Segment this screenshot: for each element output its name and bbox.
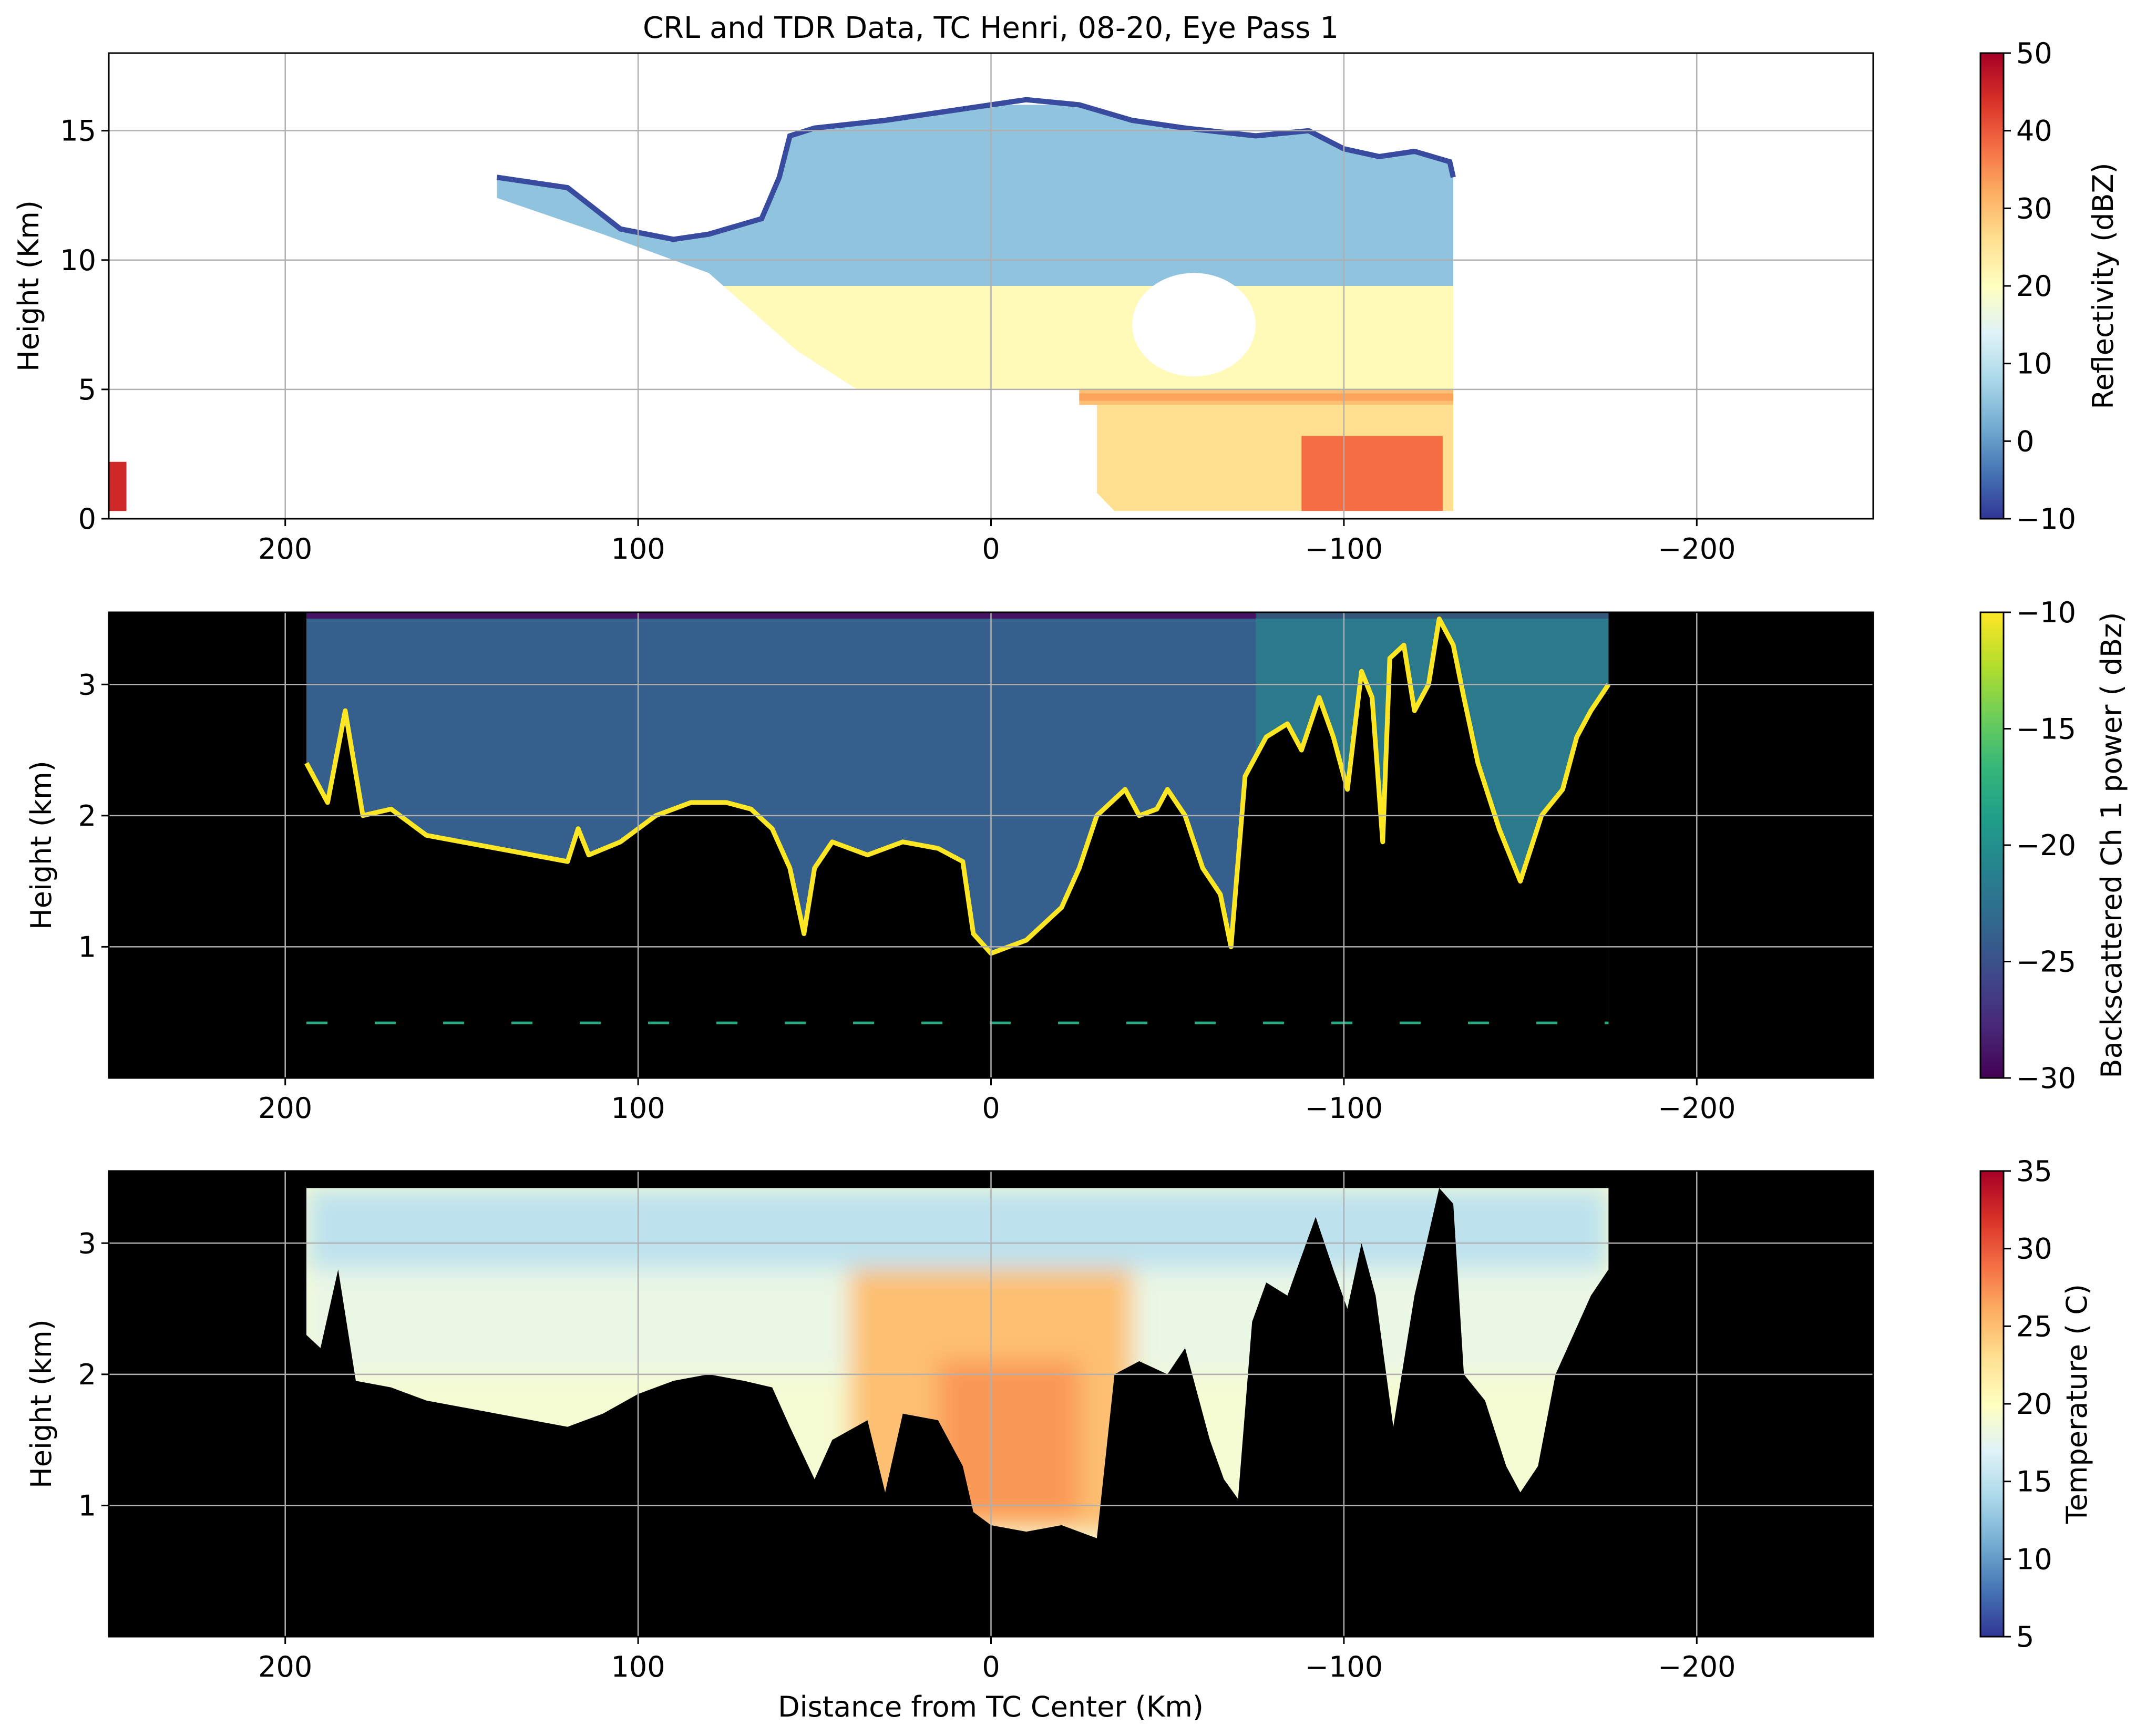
x-tick-label: 0 xyxy=(982,1650,1000,1683)
reflectivity-colorbar-label: Reflectivity (dBZ) xyxy=(2087,162,2120,409)
x-tick-label: 0 xyxy=(982,1092,1000,1125)
reflectivity-region-cell-near-240-km xyxy=(109,461,127,511)
colorbar-tick-label: −15 xyxy=(2016,713,2076,746)
y-tick-label: 1 xyxy=(78,1489,96,1522)
y-tick-label: 1 xyxy=(78,930,96,963)
temperature-colorbar: 5 10 15 20 25 30 35 Temperature ( C) xyxy=(1979,1155,2093,1653)
x-tick-label: 100 xyxy=(611,532,665,566)
colorbar-tick-label: 35 xyxy=(2016,1155,2052,1188)
backscatter-colorbar: −30 −25 −20 −15 −10 Backscattered Ch 1 power… xyxy=(1979,596,2128,1095)
temperature-region-upper-layer xyxy=(306,1188,1609,1270)
colorbar-tick-label: 20 xyxy=(2016,1388,2052,1421)
y-tick-label: 5 xyxy=(78,373,96,406)
colorbar-tick-label: 10 xyxy=(2016,347,2052,381)
backscatter-axes: 200 100 0 −100 −200 1 2 3 xyxy=(78,668,1736,1125)
reflectivity-y-axis-label: Height (Km) xyxy=(12,200,45,372)
y-tick-label: 2 xyxy=(78,799,96,833)
backscatter-colorbar-label: Backscattered Ch 1 power ( dBz) xyxy=(2095,612,2128,1078)
backscatter-colorbar-ticks: −30 −25 −20 −15 −10 xyxy=(2004,596,2076,1095)
reflectivity-axes: 200 100 0 −100 −200 0 5 10 15 xyxy=(60,115,1735,566)
colorbar-tick-label: 30 xyxy=(2016,1232,2052,1266)
backscatter-y-axis-label: Height (km) xyxy=(25,761,58,930)
x-tick-label: 200 xyxy=(258,532,312,566)
colorbar-tick-label: 40 xyxy=(2016,115,2052,148)
reflectivity-colorbar: −10 0 10 20 30 40 50 Reflectivity (dBZ) xyxy=(1979,37,2120,536)
backscatter-panel: 200 100 0 −100 −200 1 2 3 Height (km) xyxy=(25,611,1874,1125)
x-tick-label: 0 xyxy=(982,532,1000,566)
x-axis-label: Distance from TC Center (Km) xyxy=(778,1690,1204,1723)
colorbar-tick-label: 25 xyxy=(2016,1310,2052,1343)
x-tick-label: 200 xyxy=(258,1092,312,1125)
temperature-colorbar-ticks: 5 10 15 20 25 30 35 xyxy=(2004,1155,2052,1653)
backscatter-heatmap xyxy=(304,612,1611,1078)
attenuated-below-cloud xyxy=(306,619,1609,1078)
figure-title: CRL and TDR Data, TC Henri, 08-20, Eye P… xyxy=(643,11,1339,45)
y-tick-label: 3 xyxy=(78,1227,96,1260)
x-tick-label: 100 xyxy=(611,1092,665,1125)
colorbar-tick-label: 30 xyxy=(2016,192,2052,225)
x-tick-label: −100 xyxy=(1305,1650,1383,1683)
backscatter-gridlines xyxy=(109,612,1873,1078)
backscatter-colorbar-fill xyxy=(1979,611,2005,1079)
colorbar-tick-label: 10 xyxy=(2016,1543,2052,1576)
colorbar-tick-label: 5 xyxy=(2016,1620,2034,1653)
reflectivity-panel: 200 100 0 −100 −200 0 5 10 15 Height (Km) xyxy=(12,52,1874,566)
x-tick-label: 200 xyxy=(258,1650,312,1683)
x-tick-label: −200 xyxy=(1658,1650,1735,1683)
y-tick-label: 0 xyxy=(78,502,96,536)
colorbar-tick-label: −20 xyxy=(2016,829,2076,862)
reflectivity-colorbar-fill xyxy=(1979,52,2005,520)
temperature-colorbar-label: Temperature ( C) xyxy=(2060,1284,2093,1524)
x-tick-label: −100 xyxy=(1305,532,1383,566)
y-tick-label: 15 xyxy=(60,115,96,148)
temperature-axes: 200 100 0 −100 −200 1 2 3 xyxy=(78,1227,1736,1683)
temperature-y-axis-label: Height (km) xyxy=(25,1319,58,1488)
temperature-panel: 200 100 0 −100 −200 1 2 3 Height (km) xyxy=(25,1170,1874,1683)
y-tick-label: 3 xyxy=(78,668,96,701)
colorbar-tick-label: 0 xyxy=(2016,425,2034,458)
reflectivity-colorbar-ticks: −10 0 10 20 30 40 50 xyxy=(2004,37,2076,536)
eye-echo-free-region xyxy=(1132,273,1256,377)
x-tick-label: 100 xyxy=(611,1650,665,1683)
colorbar-tick-label: −10 xyxy=(2016,596,2076,629)
x-tick-label: −200 xyxy=(1658,532,1735,566)
temperature-colorbar-fill xyxy=(1979,1170,2005,1638)
temperature-gridlines xyxy=(109,1171,1873,1637)
x-tick-label: −100 xyxy=(1305,1092,1383,1125)
y-tick-label: 2 xyxy=(78,1358,96,1391)
colorbar-tick-label: 15 xyxy=(2016,1465,2052,1498)
colorbar-tick-label: −10 xyxy=(2016,502,2076,536)
x-tick-label: −200 xyxy=(1658,1092,1735,1125)
colorbar-tick-label: −30 xyxy=(2016,1062,2076,1095)
colorbar-tick-label: −25 xyxy=(2016,946,2076,979)
cloud-top-return xyxy=(304,617,1611,956)
colorbar-tick-label: 50 xyxy=(2016,37,2052,70)
colorbar-tick-label: 20 xyxy=(2016,270,2052,303)
reflectivity-region-convective-cores xyxy=(1301,436,1443,511)
y-tick-label: 10 xyxy=(60,244,96,277)
